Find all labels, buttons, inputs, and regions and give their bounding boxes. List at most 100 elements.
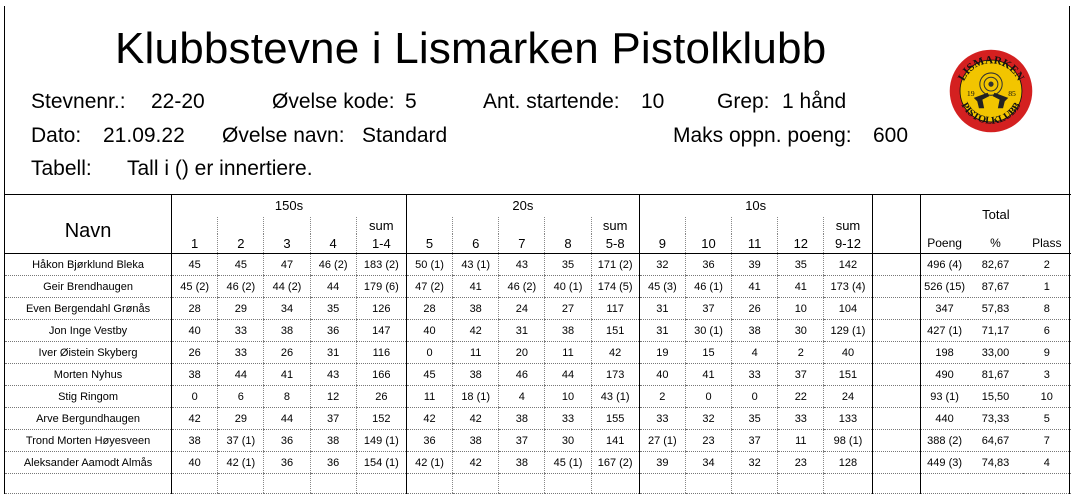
table-row: Even Bergendahl Grønås 28 29 34 35 126 28 38 24 2… [5,297,1071,320]
series-score-cell: 42 [452,407,499,430]
sum-cell: 167 (2) [590,451,640,474]
series-score-cell: 35 [309,297,357,320]
table-row: Trond Morten Høyesveen 38 37 (1) 36 38 149 (1… [5,429,1071,452]
series-score-cell: 38 [452,363,499,386]
sum-cell: 40 [823,341,873,364]
empty-cell [1022,473,1071,494]
total-header: Total [919,194,1071,234]
placement-cell: 6 [1022,319,1071,342]
maks-label: Maks oppn. poeng: [673,124,852,147]
series-score-cell: 36 [263,451,311,474]
sum-cell: 129 (1) [823,319,873,342]
col-header: 9-12 [823,233,873,254]
percent-cell: 73,33 [968,407,1023,430]
empty-cell [638,473,686,494]
sum-cell: 141 [590,429,640,452]
placement-cell: 5 [1022,407,1071,430]
shooter-name: Stig Ringom [5,385,172,408]
empty-cell [5,473,172,494]
series-score-cell: 40 [171,451,218,474]
sum-cell: 179 (6) [355,275,407,298]
series-score-cell: 6 [217,385,264,408]
series-score-cell: 26 [263,341,311,364]
shooter-name: Håkon Bjørklund Bleka [5,253,172,276]
ovelse-kode-value: 5 [405,90,417,113]
table-row: Stig Ringom 0 6 8 12 26 11 18 (1) 4 10 43 (1) 2 0 0 22… [5,385,1071,408]
pct-header: % [968,233,1023,254]
empty-cell [919,473,969,494]
series-score-cell: 32 [731,451,778,474]
col-header: 9 [638,233,686,254]
series-score-cell: 46 (2) [217,275,264,298]
header-row-sum: sum sum sum [5,216,1071,234]
series-score-cell: 42 (1) [405,451,453,474]
empty-cell [452,473,499,494]
col-header: 3 [263,233,311,254]
series-score-cell: 34 [684,451,732,474]
series-score-cell: 31 [638,297,686,320]
empty-cell [405,473,453,494]
series-score-cell: 32 [638,253,686,276]
series-score-cell: 37 [731,429,778,452]
series-score-cell: 24 [498,297,545,320]
series-score-cell: 45 [217,253,264,276]
sum-cell: 174 (5) [590,275,640,298]
group-150s: 150s [171,194,407,217]
series-score-cell: 45 (2) [171,275,218,298]
empty-cell [309,473,357,494]
table-row: Arve Bergundhaugen 42 29 44 37 152 42 42 38 33 155… [5,407,1071,430]
series-score-cell: 28 [171,297,218,320]
series-score-cell: 30 (1) [684,319,732,342]
group-10s: 10s [638,194,873,217]
series-score-cell: 45 [405,363,453,386]
total-points-cell: 388 (2) [919,429,969,452]
series-score-cell: 35 [544,253,592,276]
ovelse-navn-value: Standard [362,124,448,147]
series-score-cell: 8 [263,385,311,408]
series-score-cell: 10 [544,385,592,408]
series-score-cell: 37 [498,429,545,452]
sum-cell: 154 (1) [355,451,407,474]
sum-cell: 155 [590,407,640,430]
col-header: 11 [731,233,778,254]
series-score-cell: 38 [171,429,218,452]
series-score-cell: 46 (1) [684,275,732,298]
series-score-cell: 36 [309,451,357,474]
placement-cell: 1 [1022,275,1071,298]
series-score-cell: 44 (2) [263,275,311,298]
placement-cell: 3 [1022,363,1071,386]
series-score-cell: 47 (2) [405,275,453,298]
series-score-cell: 39 [731,253,778,276]
ovelse-kode-label: Øvelse kode: [272,90,395,113]
placement-cell: 4 [1022,451,1071,474]
col-header: 4 [309,233,357,254]
empty-cell [544,473,592,494]
placement-cell: 10 [1022,385,1071,408]
series-score-cell: 41 [684,363,732,386]
sum-cell: 166 [355,363,407,386]
group-20s: 20s [405,194,640,217]
sum-cell: 171 (2) [590,253,640,276]
sum-cell: 24 [823,385,873,408]
spacer-cell [871,341,921,364]
series-score-cell: 40 (1) [544,275,592,298]
pistol-icon [973,92,990,109]
dato-label: Dato: [31,124,82,147]
total-points-cell: 490 [919,363,969,386]
series-score-cell: 11 [544,341,592,364]
percent-cell: 74,83 [968,451,1023,474]
empty-cell [590,473,640,494]
placement-cell: 8 [1022,297,1071,320]
series-score-cell: 4 [731,341,778,364]
shooter-name: Morten Nyhus [5,363,172,386]
series-score-cell: 33 [544,407,592,430]
logo-year-right: 85 [1008,89,1016,98]
shooter-name: Trond Morten Høyesveen [5,429,172,452]
series-score-cell: 0 [171,385,218,408]
series-score-cell: 38 [309,429,357,452]
sum-cell: 133 [823,407,873,430]
series-score-cell: 40 [638,363,686,386]
startende-label: Ant. startende: [483,90,620,113]
series-score-cell: 40 [171,319,218,342]
series-score-cell: 38 [452,297,499,320]
